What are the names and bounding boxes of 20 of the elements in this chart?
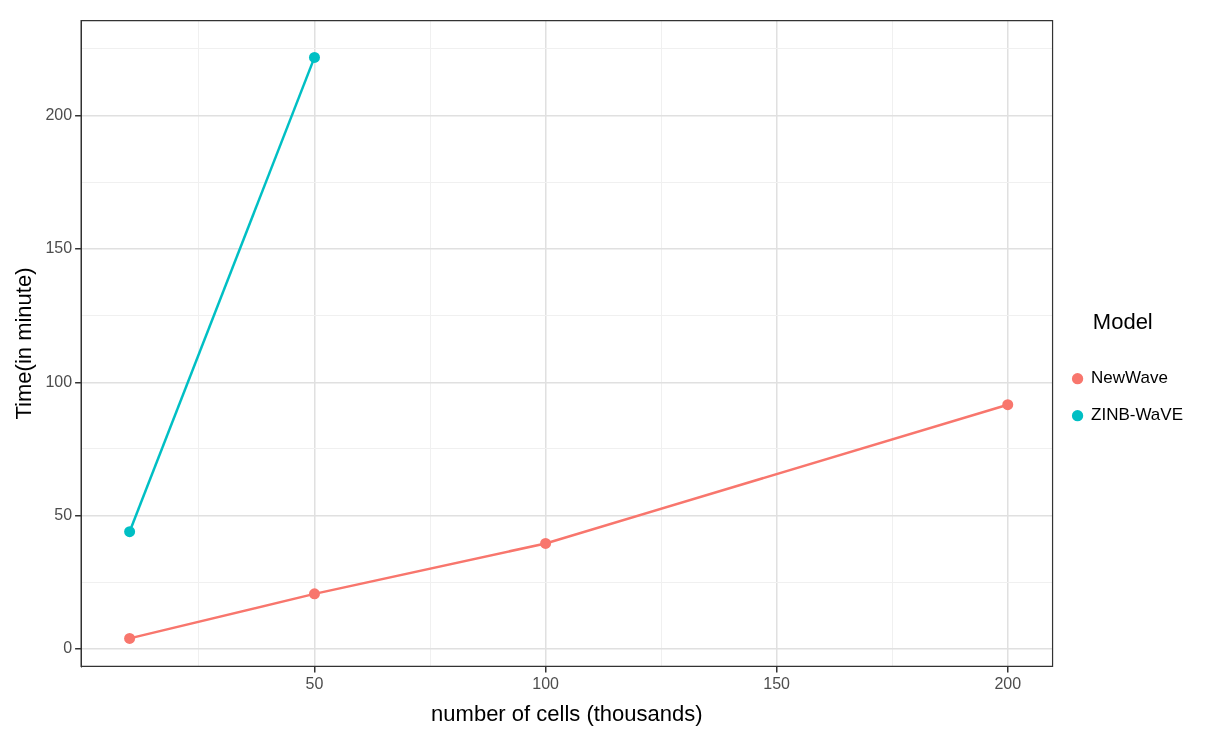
legend-label: ZINB-WaVE: [1091, 405, 1184, 425]
x-axis-title: number of cells (thousands): [431, 700, 703, 726]
point: [124, 632, 136, 644]
point: [308, 51, 320, 63]
point: [1002, 399, 1014, 411]
point: [124, 526, 136, 538]
point: [540, 537, 552, 549]
y-tick-label: 50: [54, 506, 73, 524]
legend-label: NewWave: [1091, 368, 1168, 388]
y-tick-label: 0: [63, 639, 73, 657]
y-tick-label: 100: [45, 372, 73, 390]
legend-title: Model: [1092, 308, 1153, 334]
x-tick-label: 50: [305, 675, 324, 693]
point: [308, 588, 320, 600]
y-tick-label: 150: [45, 239, 73, 257]
x-tick-label: 100: [532, 675, 560, 693]
y-axis-title: Time(in minute): [11, 267, 37, 420]
x-tick-label: 200: [994, 675, 1022, 693]
y-tick-label: 200: [45, 105, 73, 123]
x-tick-label: 150: [763, 675, 791, 693]
